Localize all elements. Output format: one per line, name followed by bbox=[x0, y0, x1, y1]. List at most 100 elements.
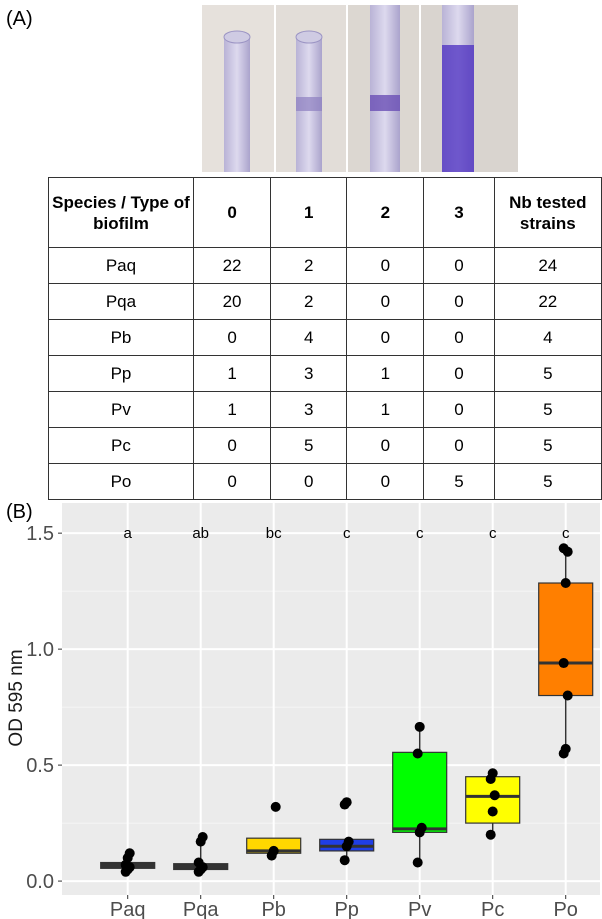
data-point bbox=[558, 543, 569, 554]
table-row: Pb 0 4 0 0 4 bbox=[48, 319, 602, 356]
x-tick-label: Pc bbox=[481, 899, 504, 919]
table-cell: 0 bbox=[423, 283, 495, 320]
header-cell: 3 bbox=[423, 177, 495, 248]
table-row: Pp 1 3 1 0 5 bbox=[48, 355, 602, 392]
header-cell: 1 bbox=[270, 177, 348, 248]
data-point bbox=[268, 845, 279, 856]
table: Species / Type of biofilm 0 1 2 3 Nb tested s… bbox=[48, 177, 602, 500]
header-cell: Nb tested strains bbox=[493, 177, 602, 248]
x-tick-label: Paq bbox=[110, 899, 146, 919]
data-point bbox=[339, 855, 350, 866]
y-tick-label: 0.0 bbox=[26, 871, 54, 893]
table-cell: 0 bbox=[346, 463, 425, 500]
table-cell: 5 bbox=[423, 463, 495, 500]
significance-letter: c bbox=[416, 525, 424, 542]
data-point bbox=[562, 690, 573, 701]
table-row: Po 0 0 0 5 5 bbox=[48, 463, 602, 500]
x-tick-label: Pb bbox=[261, 899, 285, 919]
significance-letter: c bbox=[562, 525, 570, 542]
table-cell: 0 bbox=[346, 427, 425, 464]
significance-letter: ab bbox=[192, 525, 209, 542]
data-point bbox=[487, 768, 498, 779]
data-point bbox=[270, 801, 281, 812]
data-point bbox=[560, 743, 571, 754]
table-cell: Paq bbox=[48, 247, 194, 284]
table-body: Paq 22 2 0 0 24 Pqa 20 2 0 0 22 Pb 0 4 0 0 4 Pp 1 3 1 0 5 Pv 1 3 1 0… bbox=[48, 247, 602, 500]
x-tick-label: Pqa bbox=[183, 899, 219, 919]
photo bbox=[202, 5, 518, 172]
chart: (B) OD 595 nm 0.0 0.5 1.0 1.5 a Paq ab Pqa bc Pb c… bbox=[6, 501, 600, 919]
data-point bbox=[124, 848, 135, 859]
table-cell: 4 bbox=[493, 319, 602, 356]
table-cell: Pc bbox=[48, 427, 194, 464]
table-cell: 0 bbox=[423, 355, 495, 392]
header-cell: Species / Type of biofilm bbox=[48, 177, 194, 248]
table-cell: 4 bbox=[270, 319, 348, 356]
table-cell: 5 bbox=[493, 463, 602, 500]
panel-label: (B) bbox=[6, 501, 33, 523]
header-cell: 0 bbox=[192, 177, 272, 248]
significance-letter: c bbox=[489, 525, 497, 542]
table-cell: 20 bbox=[192, 283, 272, 320]
table-cell: 1 bbox=[346, 355, 425, 392]
table-cell: 0 bbox=[192, 319, 272, 356]
data-point bbox=[343, 836, 354, 847]
box bbox=[392, 751, 448, 833]
table-cell: 1 bbox=[192, 391, 272, 428]
data-point bbox=[558, 658, 569, 669]
table-row: Pc 0 5 0 0 5 bbox=[48, 427, 602, 464]
table-cell: 22 bbox=[192, 247, 272, 284]
significance-letter: bc bbox=[266, 525, 282, 542]
data-point bbox=[487, 806, 498, 817]
table-cell: Pp bbox=[48, 355, 194, 392]
data-point bbox=[414, 721, 425, 732]
header-row: Species / Type of biofilm 0 1 2 3 Nb tested s… bbox=[48, 177, 602, 248]
box bbox=[538, 582, 594, 697]
x-tick-label: Po bbox=[553, 899, 577, 919]
data-point bbox=[489, 790, 500, 801]
table-row: Pv 1 3 1 0 5 bbox=[48, 391, 602, 428]
x-tick-label: Pp bbox=[334, 899, 358, 919]
table-cell: 0 bbox=[423, 391, 495, 428]
data-point bbox=[485, 829, 496, 840]
table-cell: 0 bbox=[423, 427, 495, 464]
y-tick-label: 1.5 bbox=[26, 523, 54, 545]
table-cell: 24 bbox=[493, 247, 602, 284]
data-point bbox=[560, 578, 571, 589]
table-cell: 0 bbox=[423, 319, 495, 356]
y-tick-label: 1.0 bbox=[26, 639, 54, 661]
data-point bbox=[412, 857, 423, 868]
significance-letter: c bbox=[343, 525, 351, 542]
table-row: Pqa 20 2 0 0 22 bbox=[48, 283, 602, 320]
table-cell: 5 bbox=[270, 427, 348, 464]
y-tick-label: 0.5 bbox=[26, 755, 54, 777]
table-cell: 22 bbox=[493, 283, 602, 320]
table-cell: 0 bbox=[346, 283, 425, 320]
table-cell: 3 bbox=[270, 391, 348, 428]
data-point bbox=[193, 857, 204, 868]
table-cell: 2 bbox=[270, 283, 348, 320]
table-cell: 0 bbox=[423, 247, 495, 284]
panel-label: (A) bbox=[6, 8, 33, 30]
table-cell: 2 bbox=[270, 247, 348, 284]
significance-letter: a bbox=[124, 525, 133, 542]
table-cell: 1 bbox=[192, 355, 272, 392]
table-cell: Pqa bbox=[48, 283, 194, 320]
data-point bbox=[341, 797, 352, 808]
table-cell: 3 bbox=[270, 355, 348, 392]
header-cell: 2 bbox=[346, 177, 425, 248]
table-cell: 0 bbox=[346, 247, 425, 284]
y-axis-label: OD 595 nm bbox=[6, 649, 27, 746]
data-point bbox=[412, 748, 423, 759]
plot-background bbox=[62, 503, 600, 895]
x-tick-label: Pv bbox=[408, 899, 431, 919]
data-point bbox=[197, 832, 208, 843]
table-cell: Pv bbox=[48, 391, 194, 428]
table-cell: 0 bbox=[192, 463, 272, 500]
table-cell: 0 bbox=[270, 463, 348, 500]
table-cell: 5 bbox=[493, 427, 602, 464]
table-cell: 5 bbox=[493, 391, 602, 428]
table-row: Paq 22 2 0 0 24 bbox=[48, 247, 602, 284]
table-cell: 1 bbox=[346, 391, 425, 428]
